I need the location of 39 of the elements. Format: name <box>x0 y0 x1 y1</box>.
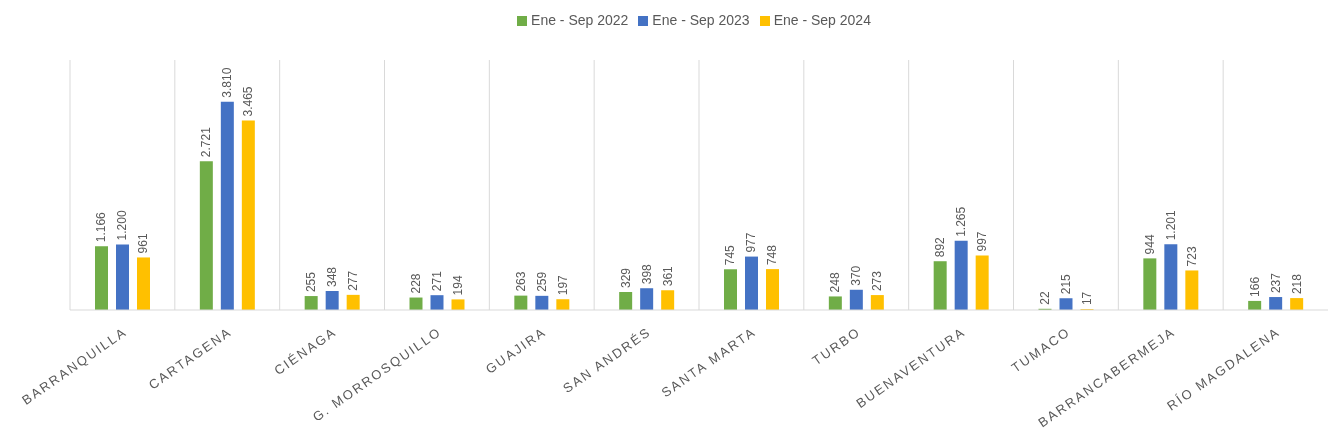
data-label: 723 <box>1184 246 1199 267</box>
data-label: 745 <box>723 244 738 266</box>
data-label: 17 <box>1080 291 1094 306</box>
data-label: 259 <box>534 271 549 292</box>
data-label: 329 <box>618 267 633 289</box>
data-label: 944 <box>1142 234 1157 255</box>
data-label: 22 <box>1038 291 1052 305</box>
data-label: 3.465 <box>241 86 256 117</box>
data-label: 271 <box>430 270 444 292</box>
data-label: 166 <box>1247 276 1262 297</box>
data-label: 248 <box>828 272 843 293</box>
data-label: 215 <box>1059 273 1073 295</box>
data-label: 273 <box>870 270 885 292</box>
data-label: 1.200 <box>115 210 130 241</box>
legend-label: Ene - Sep 2022 <box>531 12 629 28</box>
data-label: 194 <box>451 275 465 296</box>
data-label: 748 <box>765 244 780 266</box>
data-label: 997 <box>975 231 990 252</box>
data-label: 892 <box>933 236 948 258</box>
data-label: 2.721 <box>199 126 214 158</box>
data-label: 398 <box>639 263 654 285</box>
legend-label: Ene - Sep 2024 <box>773 12 871 28</box>
data-label: 3.810 <box>220 67 235 98</box>
data-label: 961 <box>136 233 151 254</box>
data-label: 237 <box>1268 272 1283 294</box>
data-label: 348 <box>325 266 340 287</box>
data-label: 1.166 <box>94 211 109 243</box>
data-label: 361 <box>660 265 675 287</box>
data-label: 218 <box>1289 273 1304 295</box>
data-label: 255 <box>304 271 319 293</box>
data-label: 263 <box>513 271 528 292</box>
data-label: 1.265 <box>954 206 969 237</box>
data-label: 977 <box>744 232 759 253</box>
data-label: 197 <box>555 274 570 296</box>
data-label: 228 <box>409 273 423 294</box>
data-label: 1.201 <box>1163 209 1178 241</box>
data-label: 277 <box>346 270 361 291</box>
data-label: 370 <box>849 265 864 286</box>
legend-label: Ene - Sep 2023 <box>652 12 750 28</box>
